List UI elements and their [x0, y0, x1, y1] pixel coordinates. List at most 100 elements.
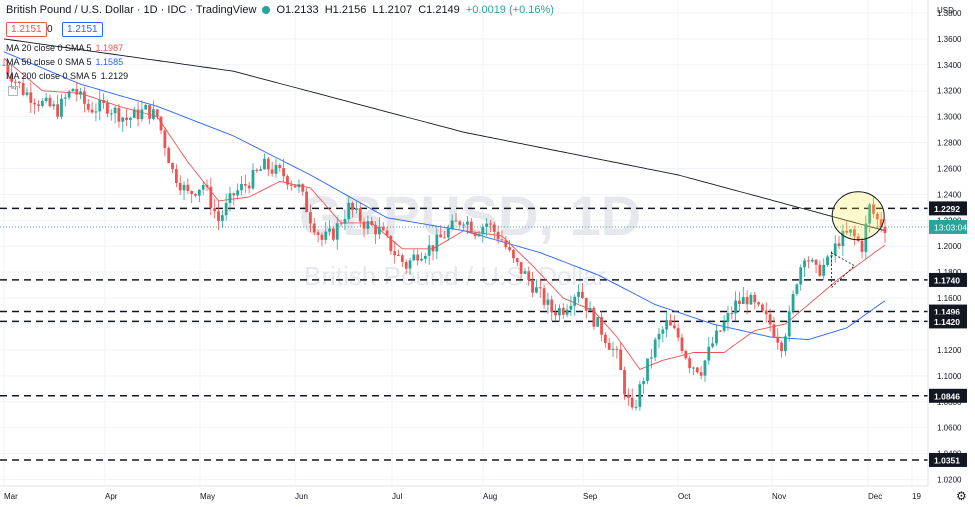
buy-price-box[interactable]: 1.2151: [62, 22, 103, 37]
candle: [52, 100, 56, 110]
candle-body: [634, 406, 638, 408]
candle-body: [182, 184, 186, 191]
sell-price-box[interactable]: 1.2151: [6, 22, 47, 37]
candle-body: [113, 107, 117, 114]
candle: [316, 229, 320, 243]
candle: [531, 271, 534, 298]
candle: [795, 283, 799, 296]
candle-body: [439, 234, 443, 238]
candle: [638, 380, 642, 411]
candle-body: [791, 293, 795, 312]
candle-body: [443, 237, 446, 239]
candle-body: [864, 223, 868, 252]
candle-body: [274, 164, 278, 174]
candle: [615, 345, 619, 359]
candle-body: [48, 97, 52, 107]
candle: [301, 183, 305, 196]
time-tick-label: Mar: [4, 492, 18, 501]
level-label: 1.0351: [934, 455, 960, 465]
candle: [580, 283, 584, 299]
candle: [512, 249, 515, 263]
candle: [259, 166, 263, 172]
candle-body: [688, 358, 692, 369]
candle: [680, 333, 684, 354]
candle-body: [400, 255, 404, 262]
candle: [67, 89, 71, 100]
candle: [240, 175, 243, 196]
candle-body: [132, 109, 136, 118]
price-tick-label: 1.2400: [937, 190, 962, 199]
candle-body: [309, 212, 312, 224]
candle: [358, 202, 362, 228]
price-tick-label: 1.1000: [937, 372, 962, 381]
candle: [875, 211, 879, 228]
candle: [761, 303, 764, 312]
candle-body: [201, 184, 205, 190]
candle: [86, 99, 90, 113]
settings-gear-icon[interactable]: ⚙: [956, 489, 967, 503]
candle-body: [393, 251, 397, 256]
candle-body: [466, 221, 469, 225]
candle-body: [519, 262, 523, 274]
candle-body: [757, 302, 760, 305]
candle: [83, 86, 86, 113]
chart-header: British Pound / U.S. Dollar · 1D · IDC ·…: [6, 4, 557, 16]
candle: [289, 180, 293, 191]
indicator-ma200[interactable]: MA 200 close 0 SMA 5 1.2129: [6, 71, 128, 81]
price-tick-label: 1.2000: [937, 242, 962, 251]
candle: [113, 105, 117, 124]
candle-body: [282, 168, 286, 177]
candle: [730, 306, 734, 320]
candles: [2, 58, 887, 411]
open-value: O1.2133: [276, 4, 319, 16]
candle-body: [37, 104, 40, 106]
candle: [649, 348, 653, 369]
candle-body: [301, 184, 305, 192]
collapse-legend-icon[interactable]: ⌃: [8, 86, 18, 96]
indicator-ma20[interactable]: MA 20 close 0 SMA 5 1.1987: [6, 43, 123, 53]
candle: [163, 127, 167, 157]
candle-body: [642, 381, 646, 385]
candle-body: [707, 346, 711, 361]
candle: [351, 201, 354, 218]
candle-body: [592, 307, 596, 327]
candle: [818, 260, 822, 278]
candle-body: [753, 294, 757, 303]
candle-body: [102, 100, 105, 103]
candle-body: [584, 297, 588, 311]
highlight-circle: [831, 191, 885, 241]
candle: [776, 328, 780, 350]
candle: [469, 217, 473, 234]
candle-body: [669, 320, 672, 326]
candle: [393, 241, 397, 264]
candle-body: [408, 260, 412, 269]
candle-body: [404, 261, 408, 269]
indicator-ma50[interactable]: MA 50 close 0 SMA 5 1.1585: [6, 57, 123, 67]
candle: [833, 235, 837, 263]
candle-body: [263, 158, 266, 170]
candle-body: [772, 324, 776, 337]
candle: [370, 217, 374, 226]
candle-body: [776, 336, 780, 343]
currency-label[interactable]: USD: [937, 6, 954, 15]
candle-body: [806, 260, 810, 262]
candle: [217, 201, 220, 231]
candle-body: [826, 256, 829, 265]
candle: [332, 226, 335, 242]
close-value: C1.2149: [418, 4, 460, 16]
candle: [852, 225, 856, 246]
candle-body: [236, 190, 240, 196]
price-tick-label: 1.2600: [937, 164, 962, 173]
candle-body: [538, 287, 542, 289]
candle-body: [385, 230, 389, 236]
symbol-title[interactable]: British Pound / U.S. Dollar · 1D · IDC ·…: [6, 4, 257, 16]
candle-body: [657, 333, 661, 340]
candle: [607, 337, 611, 351]
candle-body: [370, 221, 374, 226]
candle-body: [508, 247, 512, 251]
watermark-name: British Pound / U.S. Dollar: [304, 261, 606, 291]
candle: [282, 158, 286, 183]
candle-body: [332, 228, 335, 240]
candle-body: [255, 169, 259, 171]
